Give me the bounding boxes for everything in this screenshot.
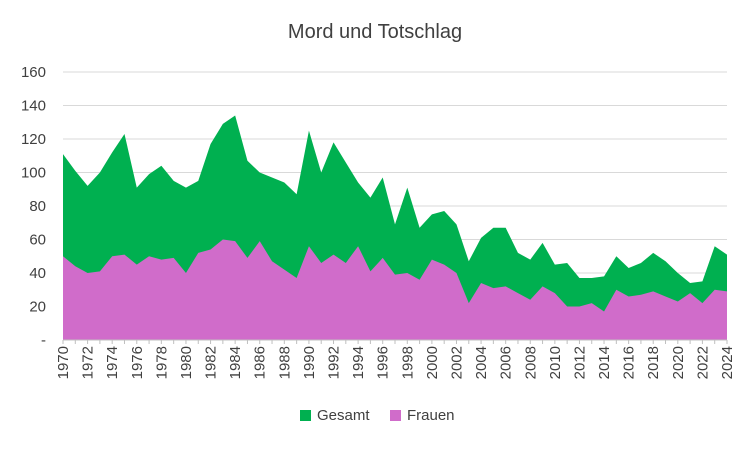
series-area-frauen xyxy=(63,239,727,340)
x-tick-label: 1988 xyxy=(276,346,293,379)
x-tick-label: 2018 xyxy=(645,346,662,379)
x-tick-label: 1984 xyxy=(227,346,244,379)
x-tick-label: 1976 xyxy=(129,346,146,379)
legend-item-gesamt[interactable]: Gesamt xyxy=(300,407,370,424)
legend-item-frauen[interactable]: Frauen xyxy=(390,407,455,424)
x-tick-label: 2000 xyxy=(424,346,441,379)
y-tick-label: 80 xyxy=(29,198,46,215)
legend[interactable]: Gesamt Frauen xyxy=(300,407,455,424)
x-tick-label: 2024 xyxy=(719,346,736,379)
x-tick-label: 2014 xyxy=(596,346,613,379)
x-tick-label: 1972 xyxy=(80,346,97,379)
x-tick-label: 1970 xyxy=(55,346,72,379)
x-tick-label: 2016 xyxy=(621,346,638,379)
x-tick-label: 1996 xyxy=(375,346,392,379)
x-tick-label: 2010 xyxy=(547,346,564,379)
x-tick-label: 1982 xyxy=(203,346,220,379)
y-tick-label: 100 xyxy=(21,165,46,182)
legend-label: Gesamt xyxy=(317,407,370,424)
y-tick-label: 140 xyxy=(21,98,46,115)
x-tick-label: 2012 xyxy=(571,346,588,379)
x-tick-label: 2008 xyxy=(522,346,539,379)
x-tick-label: 2004 xyxy=(473,346,490,379)
y-tick-label: 160 xyxy=(21,64,46,81)
x-tick-label: 1994 xyxy=(350,346,367,379)
y-tick-label: 40 xyxy=(29,265,46,282)
x-tick-label: 2022 xyxy=(694,346,711,379)
legend-label: Frauen xyxy=(407,407,455,424)
x-tick-label: 1998 xyxy=(399,346,416,379)
x-tick-label: 1986 xyxy=(252,346,269,379)
x-tick-label: 2020 xyxy=(670,346,687,379)
x-tick-label: 2006 xyxy=(498,346,515,379)
chart-title: Mord und Totschlag xyxy=(288,21,462,43)
x-tick-label: 1990 xyxy=(301,346,318,379)
axes: - 20 40 60 80 100 120 140 160 1970 1972 1974 1976 197… xyxy=(21,64,736,379)
x-tick-label: 1980 xyxy=(178,346,195,379)
legend-swatch xyxy=(390,410,401,421)
y-tick-label: 20 xyxy=(29,299,46,316)
y-tick-label: 120 xyxy=(21,131,46,148)
x-tick-label: 1974 xyxy=(104,346,121,379)
plot-area xyxy=(63,115,727,340)
x-tick-label: 1978 xyxy=(153,346,170,379)
y-tick-label: - xyxy=(41,332,46,349)
legend-swatch xyxy=(300,410,311,421)
y-tick-label: 60 xyxy=(29,232,46,249)
x-tick-label: 1992 xyxy=(326,346,343,379)
x-tick-label: 2002 xyxy=(448,346,465,379)
